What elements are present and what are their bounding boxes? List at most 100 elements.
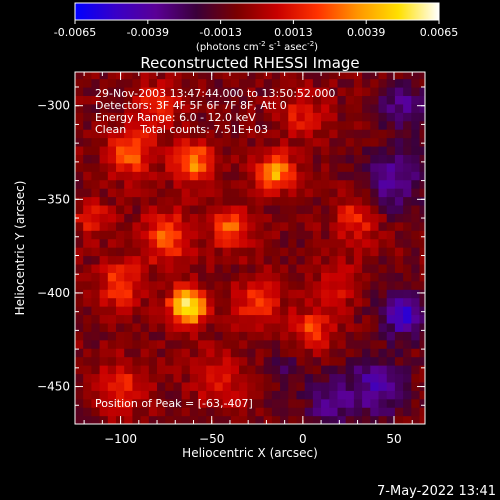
heatmap-cell [206, 86, 216, 97]
heatmap-cell [83, 179, 92, 189]
heatmap-cell [116, 280, 125, 290]
heatmap-cell [107, 297, 117, 307]
heatmap-cell [165, 112, 175, 122]
heatmap-cell [345, 188, 355, 198]
heatmap-cell [370, 373, 380, 383]
heatmap-cell [198, 154, 207, 164]
heatmap-cell [353, 365, 363, 375]
heatmap-cell [386, 120, 396, 130]
heatmap-cell [288, 272, 298, 282]
heatmap-cell [271, 120, 281, 130]
heatmap-cell [280, 331, 289, 341]
heatmap-cell [280, 179, 289, 189]
heatmap-cell [140, 154, 150, 164]
heatmap-cell [132, 137, 142, 147]
heatmap-cell [75, 238, 84, 248]
heatmap-cell [271, 103, 281, 113]
heatmap-cell [181, 145, 191, 155]
heatmap-cell [206, 272, 216, 282]
heatmap-cell [173, 145, 183, 155]
heatmap-cell [75, 407, 84, 417]
heatmap-cell [198, 204, 207, 214]
heatmap-cell [239, 314, 248, 324]
heatmap-cell [394, 196, 404, 206]
heatmap-cell [198, 162, 207, 172]
heatmap-cell [99, 230, 109, 240]
heatmap-cell [312, 373, 322, 383]
heatmap-cell [370, 356, 380, 366]
heatmap-cell [230, 129, 240, 139]
heatmap-cell [419, 221, 425, 231]
heatmap-cell [99, 339, 109, 349]
heatmap-cell [370, 255, 380, 265]
heatmap-cell [157, 120, 166, 130]
heatmap-cell [214, 263, 224, 273]
heatmap-cell [83, 230, 92, 240]
heatmap-cell [99, 280, 109, 290]
heatmap-cell [353, 213, 363, 223]
heatmap-cell [403, 247, 412, 257]
heatmap-cell [116, 145, 125, 155]
heatmap-cell [165, 95, 175, 105]
heatmap-cell [148, 398, 158, 408]
heatmap-cell [140, 247, 150, 257]
y-tick-label: −300 [37, 99, 70, 113]
heatmap-cell [370, 381, 380, 391]
heatmap-cell [157, 78, 166, 88]
heatmap-cell [296, 348, 306, 358]
heatmap-cell [337, 221, 347, 231]
heatmap-cell [263, 171, 273, 181]
heatmap-cell [345, 137, 355, 147]
heatmap-cell [173, 348, 183, 358]
heatmap-cell [99, 86, 109, 97]
heatmap-cell [165, 238, 175, 248]
heatmap-cell [280, 272, 289, 282]
heatmap-cell [124, 129, 134, 139]
heatmap-cell [116, 314, 125, 324]
heatmap-cell [107, 415, 117, 424]
heatmap-cell [148, 365, 158, 375]
heatmap-cell [321, 306, 330, 316]
heatmap-cell [198, 263, 207, 273]
heatmap-cell [288, 204, 298, 214]
heatmap-cell [230, 247, 240, 257]
heatmap-cell [83, 331, 92, 341]
heatmap-cell [239, 381, 248, 391]
heatmap-cell [230, 112, 240, 122]
heatmap-cell [386, 306, 396, 316]
heatmap-cell [107, 230, 117, 240]
heatmap-cell [157, 103, 166, 113]
heatmap-cell [132, 204, 142, 214]
heatmap-cell [288, 145, 298, 155]
heatmap-cell [263, 137, 273, 147]
heatmap-cell [345, 280, 355, 290]
y-tick-label: −400 [37, 286, 70, 300]
heatmap-cell [75, 188, 84, 198]
heatmap-cell [91, 188, 101, 198]
heatmap-cell [337, 289, 347, 299]
heatmap-cell [263, 129, 273, 139]
heatmap-cell [198, 103, 207, 113]
heatmap-cell [321, 390, 330, 400]
heatmap-cell [288, 78, 298, 88]
heatmap-cell [370, 78, 380, 88]
heatmap-cell [263, 280, 273, 290]
heatmap-cell [75, 398, 84, 408]
heatmap-cell [214, 238, 224, 248]
heatmap-cell [263, 373, 273, 383]
heatmap-cell [255, 381, 265, 391]
heatmap-cell [239, 297, 248, 307]
heatmap-cell [116, 129, 125, 139]
heatmap-cell [362, 289, 371, 299]
heatmap-cell [173, 297, 183, 307]
heatmap-cell [280, 95, 289, 105]
heatmap-cell [419, 78, 425, 88]
heatmap-cell [403, 120, 412, 130]
heatmap-cell [247, 154, 257, 164]
heatmap-cell [107, 86, 117, 97]
heatmap-cell [403, 171, 412, 181]
heatmap-cell [140, 348, 150, 358]
heatmap-cell [255, 95, 265, 105]
heatmap-cell [296, 213, 306, 223]
heatmap-cell [189, 339, 199, 349]
